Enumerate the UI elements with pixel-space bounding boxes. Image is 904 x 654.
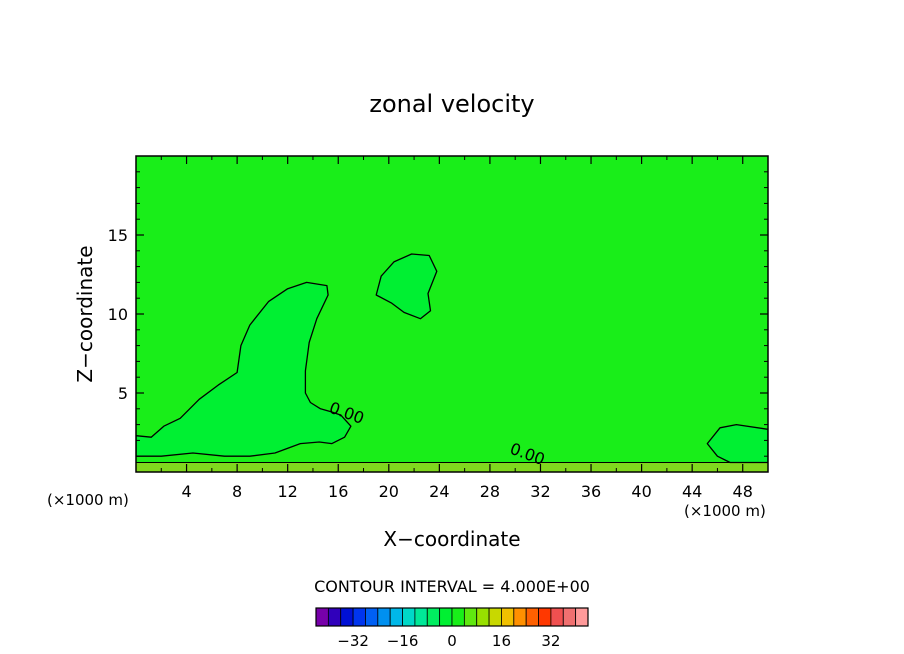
colorbar-swatch <box>501 607 515 627</box>
y-axis-label: Z−coordinate <box>73 245 97 382</box>
colorbar-swatch <box>488 607 502 627</box>
colorbar-swatch <box>352 607 366 627</box>
colorbar-swatch <box>525 607 539 627</box>
x-tick-label: 4 <box>181 482 191 501</box>
x-unit-left: (×1000 m) <box>47 491 129 509</box>
y-tick-label: 5 <box>118 384 128 403</box>
x-tick-label: 8 <box>232 482 242 501</box>
colorbar-swatch <box>562 607 577 627</box>
chart-title: zonal velocity <box>369 90 534 118</box>
colorbar-swatch <box>365 607 379 627</box>
colorbar-swatch <box>476 607 490 627</box>
x-tick-label: 28 <box>480 482 500 501</box>
colorbar-title: CONTOUR INTERVAL = 4.000E+00 <box>314 577 590 596</box>
colorbar-tick-label: −32 <box>337 632 369 650</box>
y-tick-label: 10 <box>108 305 128 324</box>
colorbar-swatch <box>550 607 564 627</box>
y-tick-label: 15 <box>108 226 128 245</box>
colorbar-tick-label: 0 <box>447 632 457 650</box>
colorbar-swatch <box>451 607 465 627</box>
ground-band <box>136 462 768 472</box>
x-tick-label: 48 <box>733 482 753 501</box>
contour-region-plume <box>136 281 352 457</box>
x-tick-label: 36 <box>581 482 601 501</box>
x-axis-label: X−coordinate <box>383 527 520 551</box>
colorbar-swatch <box>426 607 441 627</box>
x-tick-label: 20 <box>379 482 399 501</box>
contour-region-right-cell <box>706 423 768 464</box>
x-tick-label: 44 <box>682 482 702 501</box>
colorbar-tick-label: 32 <box>541 632 560 650</box>
colorbar-swatch <box>327 607 342 627</box>
x-tick-label: 16 <box>328 482 348 501</box>
x-tick-label: 40 <box>631 482 651 501</box>
colorbar-swatch <box>513 607 527 627</box>
colorbar: −32 −16 0 16 32 <box>315 607 589 650</box>
colorbar-swatch <box>538 607 552 627</box>
contour-region-upper-cell <box>375 253 438 320</box>
colorbar-swatch <box>439 607 453 627</box>
colorbar-swatch <box>340 607 354 627</box>
colorbar-tick-label: 16 <box>492 632 511 650</box>
colorbar-swatch <box>377 607 391 627</box>
colorbar-frame <box>315 607 589 627</box>
x-unit-right: (×1000 m) <box>684 502 766 520</box>
x-tick-label: 12 <box>278 482 298 501</box>
colorbar-swatch <box>402 607 416 627</box>
colorbar-tick-label: −16 <box>387 632 419 650</box>
x-tick-label: 24 <box>429 482 449 501</box>
colorbar-swatch <box>575 607 589 627</box>
colorbar-swatch <box>389 607 403 627</box>
colorbar-swatch <box>414 607 428 627</box>
colorbar-swatch <box>315 607 329 627</box>
colorbar-swatch <box>463 607 478 627</box>
x-tick-label: 32 <box>530 482 550 501</box>
